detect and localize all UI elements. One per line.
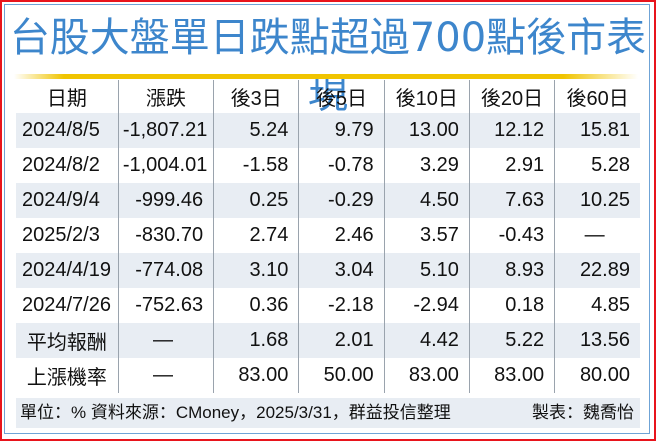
header-d5: 後5日 (298, 80, 385, 113)
cell-d10: 13.00 (383, 113, 470, 148)
cell-change: — (117, 323, 214, 358)
cell-change: -1,004.01 (117, 148, 214, 183)
cell-d60: 80.00 (554, 358, 640, 393)
cell-label: 平均報酬 (16, 323, 119, 358)
cell-d5: -0.29 (298, 183, 385, 218)
cell-d10: 3.29 (383, 148, 470, 183)
cell-d60: 13.56 (554, 323, 640, 358)
returns-table: 日期 漲跌 後3日 後5日 後10日 後20日 後60日 2024/8/5 -1… (16, 80, 640, 393)
cell-d5: 9.79 (298, 113, 385, 148)
cell-d3: -1.58 (213, 148, 299, 183)
cell-d10: 5.10 (383, 253, 470, 288)
cell-change: — (117, 358, 214, 393)
cell-date: 2024/7/26 (22, 294, 111, 316)
cell-label: 上漲機率 (26, 367, 107, 389)
footer-bar: 單位：% 資料來源：CMoney，2025/3/31，群益投信整理 製表：魏喬怡 (16, 398, 640, 428)
cell-d3: 0.36 (213, 288, 299, 323)
header-date: 日期 (46, 88, 87, 110)
cell-d5: 2.46 (298, 218, 385, 253)
cell-change: -830.70 (117, 218, 214, 253)
cell-d3: 83.00 (213, 358, 299, 393)
cell-d60: 10.25 (554, 183, 640, 218)
table-row: 2024/7/26 -752.63 0.36 -2.18 -2.94 0.18 … (16, 288, 640, 323)
table-row: 2024/8/2 -1,004.01 -1.58 -0.78 3.29 2.91… (16, 148, 640, 183)
cell-d10: 4.50 (383, 183, 470, 218)
header-row: 日期 漲跌 後3日 後5日 後10日 後20日 後60日 (16, 80, 640, 113)
header-d3: 後3日 (213, 80, 299, 113)
cell-d20: 0.18 (468, 288, 555, 323)
cell-d3: 2.74 (213, 218, 299, 253)
cell-d20: 12.12 (468, 113, 555, 148)
cell-d10: 3.57 (383, 218, 470, 253)
cell-d20: 8.93 (468, 253, 555, 288)
cell-d5: 50.00 (298, 358, 385, 393)
cell-d5: -2.18 (298, 288, 385, 323)
cell-d10: 4.42 (383, 323, 470, 358)
cell-change: -1,807.21 (117, 113, 214, 148)
summary-row-average: 平均報酬 — 1.68 2.01 4.42 5.22 13.56 (16, 323, 640, 358)
cell-d20: 2.91 (468, 148, 555, 183)
cell-date: 2024/4/19 (16, 253, 119, 288)
table-row: 2024/4/19 -774.08 3.10 3.04 5.10 8.93 22… (16, 253, 640, 288)
cell-d20: 5.22 (468, 323, 555, 358)
cell-d3: 1.68 (213, 323, 299, 358)
header-d10: 後10日 (383, 80, 470, 113)
header-d60: 後60日 (554, 80, 640, 113)
cell-d5: 2.01 (298, 323, 385, 358)
cell-date: 2025/2/3 (22, 224, 100, 246)
cell-d10: 83.00 (383, 358, 470, 393)
cell-d60: — (554, 218, 640, 253)
cell-d3: 5.24 (213, 113, 299, 148)
cell-d10: -2.94 (383, 288, 470, 323)
maker-credit: 製表：魏喬怡 (532, 403, 634, 422)
cell-change: -752.63 (117, 288, 214, 323)
header-d20: 後20日 (468, 80, 555, 113)
cell-date: 2024/9/4 (16, 183, 119, 218)
cell-change: -774.08 (117, 253, 214, 288)
cell-date: 2024/8/2 (22, 154, 100, 176)
cell-d20: 7.63 (468, 183, 555, 218)
cell-d20: 83.00 (468, 358, 555, 393)
source-note: 單位：% 資料來源：CMoney，2025/3/31，群益投信整理 (20, 403, 451, 422)
table-row: 2024/8/5 -1,807.21 5.24 9.79 13.00 12.12… (16, 113, 640, 148)
cell-d60: 22.89 (554, 253, 640, 288)
cell-d60: 5.28 (554, 148, 640, 183)
table-row: 2024/9/4 -999.46 0.25 -0.29 4.50 7.63 10… (16, 183, 640, 218)
cell-d5: -0.78 (298, 148, 385, 183)
title-divider (14, 74, 638, 79)
summary-row-probability: 上漲機率 — 83.00 50.00 83.00 83.00 80.00 (16, 358, 640, 393)
cell-d3: 0.25 (213, 183, 299, 218)
table-row: 2025/2/3 -830.70 2.74 2.46 3.57 -0.43 — (16, 218, 640, 253)
header-change: 漲跌 (117, 80, 214, 113)
cell-d20: -0.43 (468, 218, 555, 253)
cell-d60: 4.85 (554, 288, 640, 323)
cell-date: 2024/8/5 (16, 113, 119, 148)
cell-change: -999.46 (117, 183, 214, 218)
cell-d3: 3.10 (213, 253, 299, 288)
cell-d60: 15.81 (554, 113, 640, 148)
cell-d5: 3.04 (298, 253, 385, 288)
